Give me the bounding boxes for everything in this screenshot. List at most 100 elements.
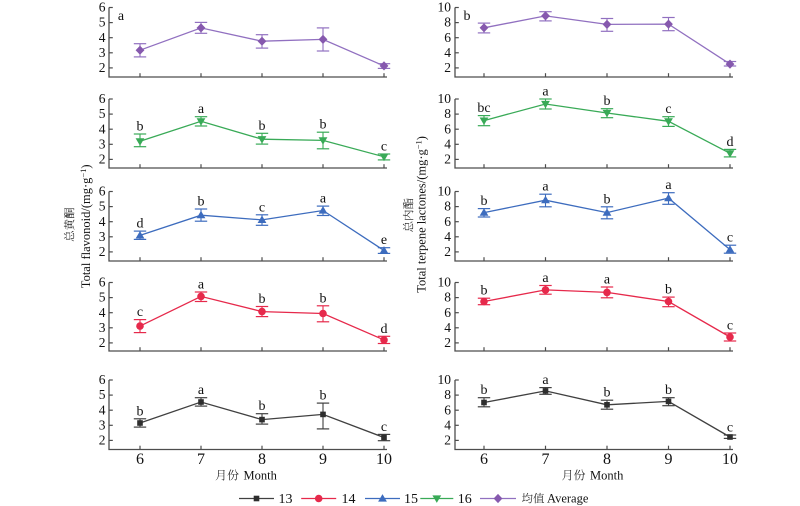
svg-text:a: a: [542, 271, 549, 286]
svg-text:6: 6: [99, 184, 106, 199]
svg-text:6: 6: [444, 30, 451, 45]
svg-text:a: a: [320, 192, 327, 207]
svg-text:Total flavonoid/(mg·g−1): Total flavonoid/(mg·g−1): [78, 164, 93, 288]
svg-text:a: a: [542, 373, 549, 388]
svg-text:b: b: [665, 383, 672, 398]
svg-text:3: 3: [99, 417, 106, 432]
svg-text:a: a: [665, 178, 672, 193]
svg-text:b: b: [259, 399, 266, 414]
svg-text:6: 6: [444, 214, 451, 229]
svg-text:7: 7: [197, 451, 205, 468]
svg-text:10: 10: [438, 91, 452, 106]
svg-text:c: c: [665, 102, 671, 117]
svg-text:10: 10: [376, 451, 392, 468]
svg-text:c: c: [381, 140, 387, 155]
svg-text:a: a: [604, 273, 611, 288]
svg-text:5: 5: [99, 15, 106, 30]
svg-text:c: c: [727, 319, 733, 334]
svg-text:4: 4: [99, 214, 106, 229]
svg-text:2: 2: [444, 244, 451, 259]
svg-text:b: b: [481, 383, 488, 398]
svg-text:6: 6: [444, 305, 451, 320]
svg-text:4: 4: [444, 417, 451, 432]
svg-text:2: 2: [444, 433, 451, 448]
svg-text:2: 2: [99, 60, 106, 75]
svg-text:b: b: [481, 284, 488, 299]
svg-text:3: 3: [99, 136, 106, 151]
svg-text:b: b: [137, 120, 144, 135]
svg-text:6: 6: [136, 451, 144, 468]
svg-text:10: 10: [438, 275, 452, 290]
svg-text:15: 15: [404, 492, 418, 506]
svg-text:4: 4: [99, 402, 106, 417]
svg-text:2: 2: [99, 335, 106, 350]
svg-text:c: c: [381, 420, 387, 435]
svg-text:bc: bc: [477, 101, 490, 116]
svg-text:4: 4: [444, 136, 451, 151]
svg-text:8: 8: [444, 106, 451, 121]
svg-text:3: 3: [99, 320, 106, 335]
svg-text:b: b: [481, 194, 488, 209]
svg-text:2: 2: [99, 433, 106, 448]
svg-text:5: 5: [99, 387, 106, 402]
svg-text:c: c: [727, 421, 733, 436]
svg-text:6: 6: [444, 121, 451, 136]
svg-text:2: 2: [99, 152, 106, 167]
svg-text:6: 6: [99, 91, 106, 106]
svg-text:a: a: [542, 85, 549, 100]
svg-text:b: b: [464, 9, 471, 24]
svg-text:3: 3: [99, 45, 106, 60]
svg-text:9: 9: [665, 451, 673, 468]
svg-text:b: b: [259, 292, 266, 307]
svg-text:6: 6: [99, 275, 106, 290]
svg-text:c: c: [727, 231, 733, 246]
svg-text:b: b: [137, 404, 144, 419]
svg-text:4: 4: [99, 305, 106, 320]
svg-text:4: 4: [444, 320, 451, 335]
svg-text:3: 3: [99, 229, 106, 244]
svg-text:9: 9: [319, 451, 327, 468]
svg-text:Total terpene lactones/(mg·g−1: Total terpene lactones/(mg·g−1): [414, 136, 429, 293]
svg-text:8: 8: [258, 451, 266, 468]
svg-text:b: b: [604, 386, 611, 401]
svg-text:b: b: [259, 119, 266, 134]
svg-text:a: a: [542, 180, 549, 195]
svg-text:b: b: [320, 291, 327, 306]
svg-text:8: 8: [444, 387, 451, 402]
svg-text:6: 6: [99, 0, 106, 15]
svg-text:b: b: [198, 195, 205, 210]
svg-text:a: a: [118, 9, 125, 24]
svg-text:b: b: [320, 118, 327, 133]
svg-text:5: 5: [99, 106, 106, 121]
svg-text:c: c: [259, 200, 265, 215]
svg-text:Month: Month: [244, 469, 278, 483]
svg-text:5: 5: [99, 199, 106, 214]
svg-text:b: b: [604, 192, 611, 207]
svg-text:4: 4: [444, 229, 451, 244]
svg-text:a: a: [198, 278, 205, 293]
svg-text:2: 2: [444, 335, 451, 350]
svg-text:d: d: [727, 135, 734, 150]
svg-text:4: 4: [99, 30, 106, 45]
svg-text:b: b: [665, 283, 672, 298]
svg-text:2: 2: [99, 244, 106, 259]
svg-text:8: 8: [603, 451, 611, 468]
svg-text:13: 13: [279, 492, 293, 506]
svg-text:2: 2: [444, 60, 451, 75]
svg-text:6: 6: [480, 451, 488, 468]
svg-text:8: 8: [444, 290, 451, 305]
svg-text:d: d: [381, 322, 388, 337]
svg-text:7: 7: [542, 451, 550, 468]
svg-text:2: 2: [444, 152, 451, 167]
svg-text:10: 10: [438, 184, 452, 199]
svg-text:a: a: [198, 383, 205, 398]
svg-text:b: b: [320, 389, 327, 404]
svg-text:16: 16: [458, 492, 472, 506]
svg-text:6: 6: [444, 402, 451, 417]
svg-text:Month: Month: [590, 469, 624, 483]
svg-text:a: a: [198, 102, 205, 117]
svg-text:b: b: [604, 94, 611, 109]
svg-text:10: 10: [722, 451, 738, 468]
svg-text:c: c: [137, 305, 143, 320]
svg-text:d: d: [137, 217, 144, 232]
